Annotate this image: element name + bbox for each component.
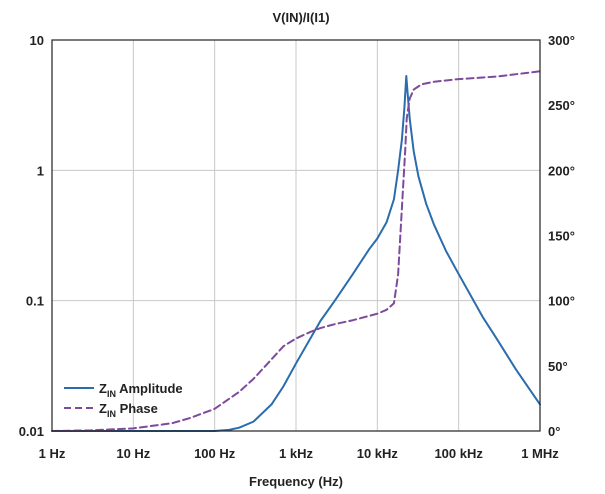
y-left-tick-labels: 0.01 0.1 1 10 xyxy=(19,33,44,439)
chart-title: V(IN)/I(I1) xyxy=(272,10,329,25)
legend-label-subscript: IN xyxy=(107,409,116,419)
legend-label: ZIN Amplitude xyxy=(99,381,183,399)
y-right-tick-label: 0° xyxy=(548,424,560,439)
amplitude-series-line xyxy=(51,74,541,432)
legend-label: ZIN Phase xyxy=(99,401,158,419)
legend-label-rest: Phase xyxy=(116,401,158,416)
x-tick-label: 100 Hz xyxy=(194,446,236,461)
x-tick-label: 100 kHz xyxy=(434,446,483,461)
plot-frame xyxy=(51,39,541,432)
legend-label-main: Z xyxy=(99,401,107,416)
x-tick-label: 1 MHz xyxy=(521,446,559,461)
grid-layer xyxy=(52,40,540,431)
x-tick-labels: 1 Hz 10 Hz 100 Hz 1 kHz 10 kHz 100 kHz 1 MHz xyxy=(39,446,560,461)
x-axis-title: Frequency (Hz) xyxy=(249,474,343,489)
y-right-tick-label: 150° xyxy=(548,229,575,244)
x-tick-label: 1 Hz xyxy=(39,446,66,461)
y-left-tick-label: 1 xyxy=(37,163,44,178)
x-tick-label: 10 Hz xyxy=(116,446,150,461)
y-left-tick-label: 10 xyxy=(30,33,44,48)
y-right-tick-label: 300° xyxy=(548,33,575,48)
y-right-tick-labels: 0° 50° 100° 150° 200° 250° 300° xyxy=(548,33,575,439)
legend-label-subscript: IN xyxy=(107,389,116,399)
phase-series-line xyxy=(51,70,541,432)
x-tick-label: 1 kHz xyxy=(279,446,313,461)
y-right-tick-label: 250° xyxy=(548,98,575,113)
y-right-tick-label: 100° xyxy=(548,294,575,309)
y-right-tick-label: 50° xyxy=(548,359,568,374)
y-left-tick-label: 0.1 xyxy=(26,294,44,309)
series-layer xyxy=(51,70,541,432)
legend-label-main: Z xyxy=(99,381,107,396)
legend-label-rest: Amplitude xyxy=(116,381,183,396)
y-right-tick-label: 200° xyxy=(548,163,575,178)
x-tick-label: 10 kHz xyxy=(357,446,399,461)
y-left-tick-label: 0.01 xyxy=(19,424,44,439)
